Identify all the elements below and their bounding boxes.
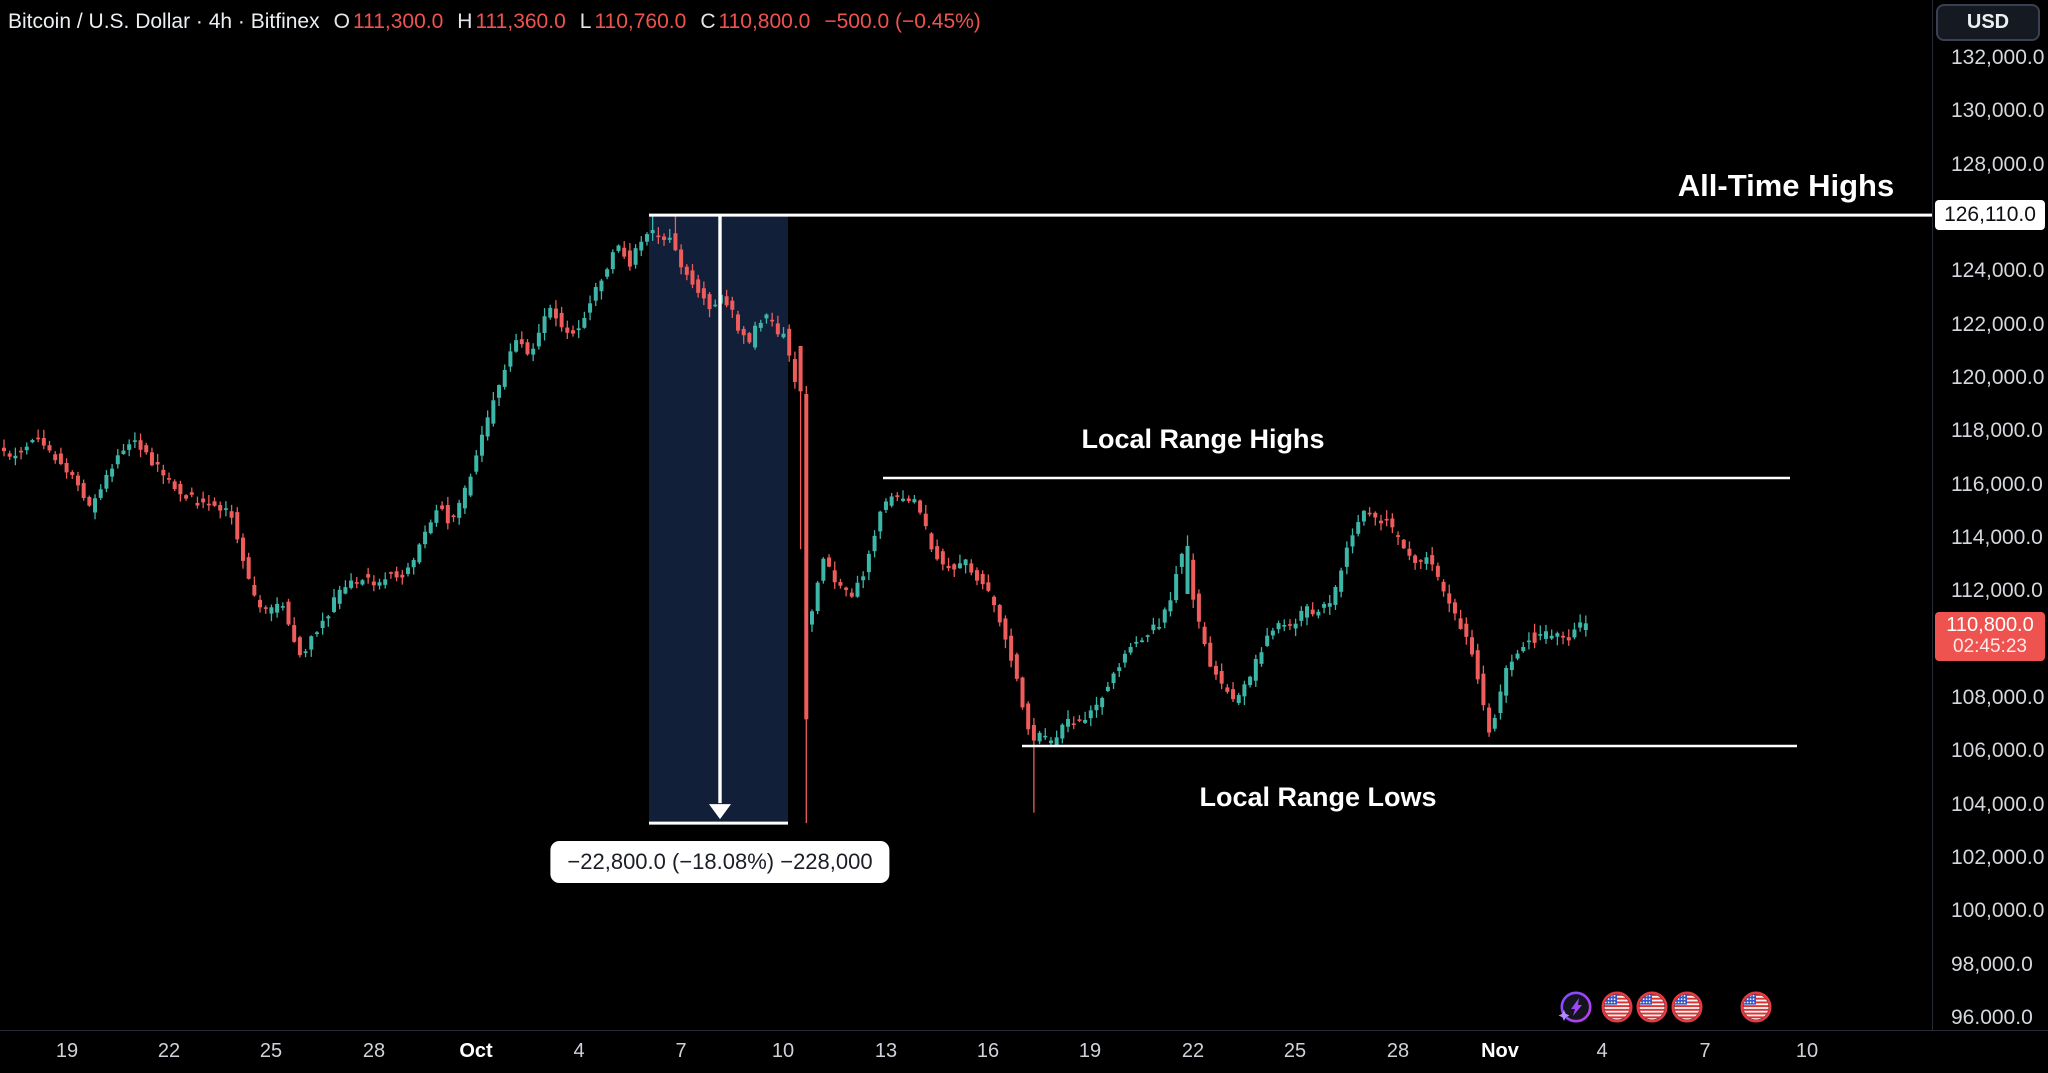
time-tick-label: 16 xyxy=(976,1040,1000,1062)
low-label: L xyxy=(579,10,592,33)
ohlc-close: C 110,800.0 xyxy=(700,10,810,34)
close-value: 110,800.0 xyxy=(718,10,811,33)
time-tick-label: 7 xyxy=(1699,1040,1711,1062)
time-tick-label: 19 xyxy=(1078,1040,1102,1062)
price-tick-label: 100,000.0 xyxy=(1951,899,2045,923)
open-label: O xyxy=(333,10,350,33)
price-tick-label: 104,000.0 xyxy=(1951,792,2045,816)
us-flag-event-icon[interactable] xyxy=(1740,991,1772,1023)
high-value: 111,360.0 xyxy=(475,10,566,33)
price-tick-label: 112,000.0 xyxy=(1951,579,2043,603)
annotation-local-range-lows[interactable]: Local Range Lows xyxy=(1199,782,1437,812)
time-tick-label: 13 xyxy=(874,1040,898,1062)
price-tick-label: 128,000.0 xyxy=(1951,152,2045,176)
time-tick-label: 28 xyxy=(1386,1040,1410,1062)
time-tick-label: 22 xyxy=(157,1040,181,1062)
ai-spark-event-icon[interactable] xyxy=(1558,991,1592,1023)
time-tick-label: 4 xyxy=(1596,1040,1608,1062)
candles xyxy=(2,215,1588,824)
last-price-value: 110,800.0 xyxy=(1946,614,2034,637)
price-tick-label: 120,000.0 xyxy=(1951,366,2045,389)
price-tick-label: 122,000.0 xyxy=(1951,312,2045,336)
time-tick-label: 19 xyxy=(55,1040,79,1062)
bar-countdown: 02:45:23 xyxy=(1953,636,2027,658)
candlestick-chart[interactable] xyxy=(0,0,1932,1030)
time-tick-label: 10 xyxy=(1795,1040,1819,1062)
price-change: −500.0 (−0.45%) xyxy=(824,10,981,33)
price-tick-label: 96.000.0 xyxy=(1951,1006,2033,1029)
time-tick-label: Nov xyxy=(1481,1040,1519,1062)
ath-price-axis-label: 126,110.0 xyxy=(1935,200,2045,231)
low-value: 110,760.0 xyxy=(594,10,687,33)
annotation-all-time-highs[interactable]: All-Time Highs xyxy=(1677,168,1895,203)
price-tick-label: 118,000.0 xyxy=(1951,419,2043,443)
price-tick-label: 116,000.0 xyxy=(1951,472,2043,496)
price-tick-label: 108,000.0 xyxy=(1951,686,2045,709)
high-label: H xyxy=(457,10,473,33)
price-tick-label: 130,000.0 xyxy=(1951,99,2045,123)
measure-arrowhead-icon xyxy=(709,804,731,820)
time-axis[interactable]: 19 22 25 28 Oct 4 7 10 13 16 19 22 25 28 Nov 4 7 10 xyxy=(0,1030,2048,1073)
us-flag-event-icon[interactable] xyxy=(1601,991,1633,1023)
price-tick-label: 114,000.0 xyxy=(1951,526,2043,549)
close-label: C xyxy=(700,10,716,33)
currency-usd-button[interactable]: USD xyxy=(1936,4,2040,41)
time-tick-label: 10 xyxy=(771,1040,795,1062)
us-flag-event-icon[interactable] xyxy=(1671,991,1703,1023)
last-price-axis-label: 110,800.0 02:45:23 xyxy=(1935,612,2045,662)
price-tick-label: 102,000.0 xyxy=(1951,846,2045,869)
price-tick-label: 98,000.0 xyxy=(1951,952,2033,976)
price-tick-label: 132,000.0 xyxy=(1951,46,2045,69)
annotation-local-range-highs[interactable]: Local Range Highs xyxy=(1081,424,1325,454)
time-tick-label: 22 xyxy=(1181,1040,1205,1062)
ohlc-low: L 110,760.0 xyxy=(580,10,687,34)
time-tick-label: 25 xyxy=(259,1040,283,1062)
time-tick-label: 25 xyxy=(1283,1040,1307,1062)
ohlc-open: O 111,300.0 xyxy=(334,10,444,34)
price-tick-label: 106,000.0 xyxy=(1951,739,2045,763)
time-tick-label: 4 xyxy=(573,1040,585,1062)
time-tick-label: Oct xyxy=(459,1040,493,1062)
price-axis[interactable]: 126,110.0 110,800.0 02:45:23 132,000.0 13… xyxy=(1932,0,2048,1030)
ohlc-high: H 111,360.0 xyxy=(457,10,565,34)
open-value: 111,300.0 xyxy=(352,10,444,33)
us-flag-event-icon[interactable] xyxy=(1636,991,1668,1023)
symbol-title[interactable]: Bitcoin / U.S. Dollar · 4h · Bitfinex xyxy=(8,10,320,33)
measure-result-label[interactable]: −22,800.0 (−18.08%) −228,000 xyxy=(550,841,890,883)
time-tick-label: 28 xyxy=(362,1040,386,1062)
price-tick-label: 124,000.0 xyxy=(1951,259,2045,283)
time-tick-label: 7 xyxy=(675,1040,687,1062)
